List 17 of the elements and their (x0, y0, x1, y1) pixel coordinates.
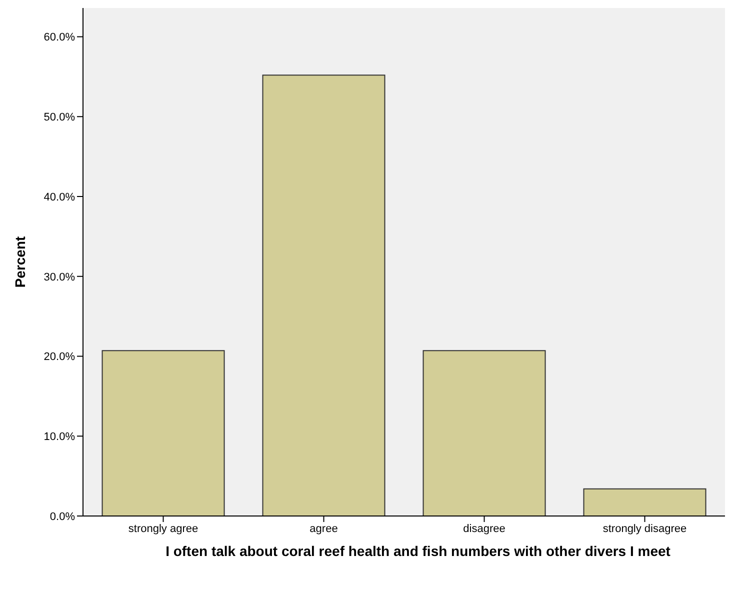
x-tick-label: disagree (463, 522, 506, 535)
y-tick-label: 50.0% (44, 112, 76, 124)
y-tick-label: 60.0% (44, 32, 76, 44)
x-tick-label: strongly agree (128, 522, 198, 535)
y-tick-label: 30.0% (44, 271, 76, 284)
bar (262, 74, 386, 516)
y-tick-label: 10.0% (44, 431, 76, 444)
x-tick-label: agree (310, 522, 338, 535)
x-axis-title: I often talk about coral reef health and fish numbers with other divers I meet (164, 543, 672, 559)
bar (583, 488, 706, 516)
bar (422, 350, 546, 516)
y-tick-label: 20.0% (44, 351, 76, 364)
y-tick-label: 0.0% (50, 510, 76, 523)
y-axis-title: Percent (12, 236, 28, 288)
bar (102, 350, 225, 516)
y-tick-label: 40.0% (44, 191, 76, 204)
x-tick-label: strongly disagree (602, 522, 687, 535)
